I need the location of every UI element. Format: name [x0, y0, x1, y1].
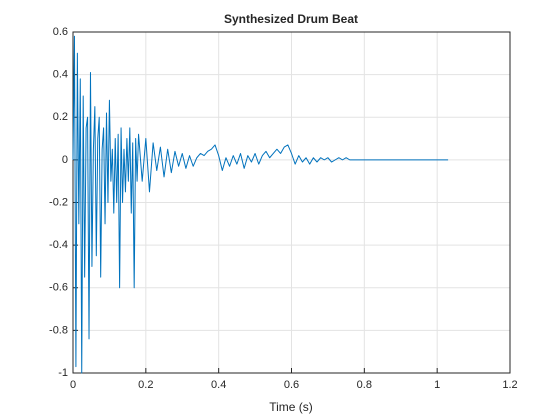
chart-title: Synthesized Drum Beat [224, 12, 358, 26]
x-tick-label: 1.2 [502, 379, 517, 391]
data-line [72, 35, 449, 374]
y-tick-label: 0.4 [53, 69, 68, 81]
y-tick-label: 0 [62, 154, 68, 166]
x-axis-label: Time (s) [269, 400, 313, 414]
y-tick-label: -0.2 [49, 196, 68, 208]
y-tick-label: -1 [58, 367, 68, 379]
x-tick-label: 0.4 [211, 379, 226, 391]
x-tick-label: 0.6 [284, 379, 299, 391]
y-tick-label: -0.4 [49, 239, 68, 251]
x-tick-label: 0 [70, 379, 76, 391]
y-tick-label: 0.6 [53, 26, 68, 38]
x-tick-label: 0.8 [357, 379, 372, 391]
y-tick-label: -0.6 [49, 282, 68, 294]
axes-box [72, 31, 511, 374]
x-tick-label: 1 [434, 379, 440, 391]
y-tick-label: -0.8 [49, 324, 68, 336]
x-tick-label: 0.2 [138, 379, 153, 391]
y-tick-label: 0.2 [53, 111, 68, 123]
